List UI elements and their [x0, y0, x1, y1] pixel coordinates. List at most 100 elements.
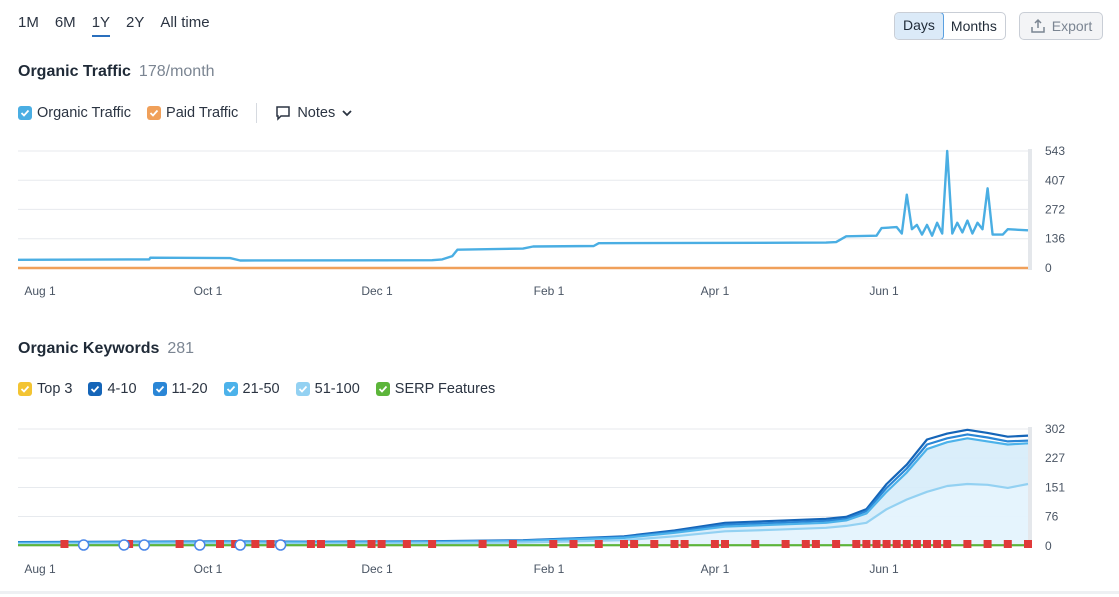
serp-flag-icon[interactable]: [317, 540, 325, 548]
organic-traffic-chart[interactable]: 0 136 272 407 543 Aug 1 Oct 1 Dec 1 Feb 1 Apr 1 Ju…: [0, 140, 1119, 305]
legend-serp-features[interactable]: SERP Features: [375, 381, 496, 397]
legend-label: 21-50: [242, 381, 280, 397]
serp-flag-icon[interactable]: [933, 540, 942, 548]
legend-51-100[interactable]: 51-100: [295, 381, 360, 397]
export-label: Export: [1051, 18, 1093, 34]
note-icon: [276, 106, 291, 121]
serp-flag-icon[interactable]: [569, 540, 578, 548]
serp-flag-icon[interactable]: [781, 540, 790, 548]
keywords-section-header: Organic Keywords 281: [18, 340, 194, 358]
serp-flag-icon[interactable]: [266, 540, 275, 548]
serp-flag-icon[interactable]: [549, 540, 558, 548]
serp-flag-icon[interactable]: [801, 540, 810, 548]
serp-flag-icon[interactable]: [594, 540, 603, 548]
checkbox-icon: [223, 382, 238, 396]
x-tick-label: Dec 1: [361, 562, 393, 576]
legend-organic-traffic[interactable]: Organic Traffic: [18, 105, 131, 121]
serp-flag-icon[interactable]: [402, 540, 411, 548]
range-tab-all-time[interactable]: All time: [160, 14, 210, 31]
x-tick-label: Feb 1: [534, 284, 565, 298]
x-tick-label: Jun 1: [869, 284, 899, 298]
serp-flag-icon[interactable]: [306, 540, 315, 548]
checkbox-icon: [88, 382, 103, 396]
serp-flag-icon[interactable]: [912, 540, 921, 548]
serp-flag-icon[interactable]: [892, 540, 901, 548]
serp-flag-icon[interactable]: [680, 540, 689, 548]
serp-flag-icon[interactable]: [943, 540, 952, 548]
serp-flag-icon[interactable]: [1024, 540, 1032, 548]
keywords-value: 281: [167, 340, 195, 357]
notes-dropdown[interactable]: Notes: [275, 105, 353, 121]
traffic-legend: Organic Traffic Paid Traffic Notes: [18, 103, 353, 123]
google-icon[interactable]: [234, 539, 246, 551]
x-tick-label: Aug 1: [24, 562, 56, 576]
legend-divider: [256, 103, 258, 123]
serp-flag-icon[interactable]: [751, 540, 760, 548]
chart-edge: [1028, 427, 1032, 548]
serp-flag-icon[interactable]: [428, 540, 437, 548]
serp-flag-icon[interactable]: [963, 540, 972, 548]
legend-4-10[interactable]: 4-10: [88, 381, 137, 397]
google-icon[interactable]: [118, 539, 130, 551]
legend-label: SERP Features: [394, 381, 496, 397]
google-icon[interactable]: [194, 539, 206, 551]
google-icon[interactable]: [138, 539, 150, 551]
serp-flag-icon[interactable]: [650, 540, 659, 548]
serp-flag-icon[interactable]: [347, 540, 356, 548]
legend-label: 11-20: [171, 381, 208, 397]
range-tab-1y[interactable]: 1Y: [91, 14, 111, 37]
legend-21-50[interactable]: 21-50: [223, 381, 280, 397]
serp-flag-icon[interactable]: [216, 540, 224, 548]
range-tab-1m[interactable]: 1M: [18, 14, 39, 31]
legend-label: Paid Traffic: [166, 105, 239, 121]
checkbox-icon: [375, 382, 390, 396]
serp-flag-icon[interactable]: [811, 540, 820, 548]
range-tab-6m[interactable]: 6M: [54, 14, 76, 31]
traffic-value: 178/month: [138, 63, 215, 80]
serp-flag-icon[interactable]: [872, 540, 881, 548]
bottom-divider: [0, 591, 1119, 594]
serp-flag-icon[interactable]: [882, 540, 891, 548]
range-tab-2y[interactable]: 2Y: [126, 14, 145, 31]
serp-flag-icon[interactable]: [60, 540, 69, 548]
y-tick-label: 0: [1045, 261, 1052, 275]
legend-paid-traffic[interactable]: Paid Traffic: [147, 105, 238, 121]
serp-flag-icon[interactable]: [478, 540, 487, 548]
serp-flag-icon[interactable]: [721, 540, 729, 548]
x-tick-label: Aug 1: [24, 284, 56, 298]
serp-flag-icon[interactable]: [832, 540, 841, 548]
y-tick-label: 0: [1045, 539, 1052, 553]
serp-flag-icon[interactable]: [983, 540, 992, 548]
months-button[interactable]: Months: [950, 18, 997, 34]
serp-flag-icon[interactable]: [852, 540, 861, 548]
organic-keywords-chart[interactable]: 0 76 151 227 302 Aug 1 Oct 1 Dec 1 Feb 1 Apr 1 Jun…: [0, 418, 1119, 583]
serp-flag-icon[interactable]: [923, 540, 931, 548]
google-icon[interactable]: [274, 539, 287, 551]
y-tick-label: 136: [1045, 232, 1065, 246]
export-icon: [1031, 18, 1045, 33]
google-icon[interactable]: [77, 539, 90, 551]
legend-top-3[interactable]: Top 3: [18, 381, 72, 397]
legend-11-20[interactable]: 11-20: [152, 381, 208, 397]
serp-flag-icon[interactable]: [377, 540, 386, 548]
x-tick-label: Feb 1: [534, 562, 565, 576]
serp-flag-icon[interactable]: [902, 540, 911, 548]
date-range-tabs: 1M 6M 1Y 2Y All time: [18, 14, 210, 37]
serp-flag-icon[interactable]: [862, 540, 871, 548]
keywords-title: Organic Keywords: [18, 340, 160, 357]
y-tick-label: 543: [1045, 144, 1065, 158]
serp-flag-icon[interactable]: [710, 540, 719, 548]
export-button[interactable]: Export: [1019, 12, 1103, 40]
serp-flag-icon[interactable]: [251, 540, 260, 548]
serp-flag-icon[interactable]: [1003, 540, 1012, 548]
serp-flag-icon[interactable]: [670, 540, 679, 548]
serp-flag-icon[interactable]: [508, 540, 517, 548]
series-line-organic-traffic: [17, 149, 1029, 262]
chart-edge: [1028, 149, 1032, 270]
serp-flag-icon[interactable]: [175, 540, 184, 548]
serp-flag-icon[interactable]: [630, 540, 639, 548]
y-tick-label: 76: [1045, 510, 1059, 524]
serp-flag-icon[interactable]: [367, 540, 376, 548]
serp-flag-icon[interactable]: [620, 540, 628, 548]
days-button[interactable]: Days: [894, 13, 944, 39]
